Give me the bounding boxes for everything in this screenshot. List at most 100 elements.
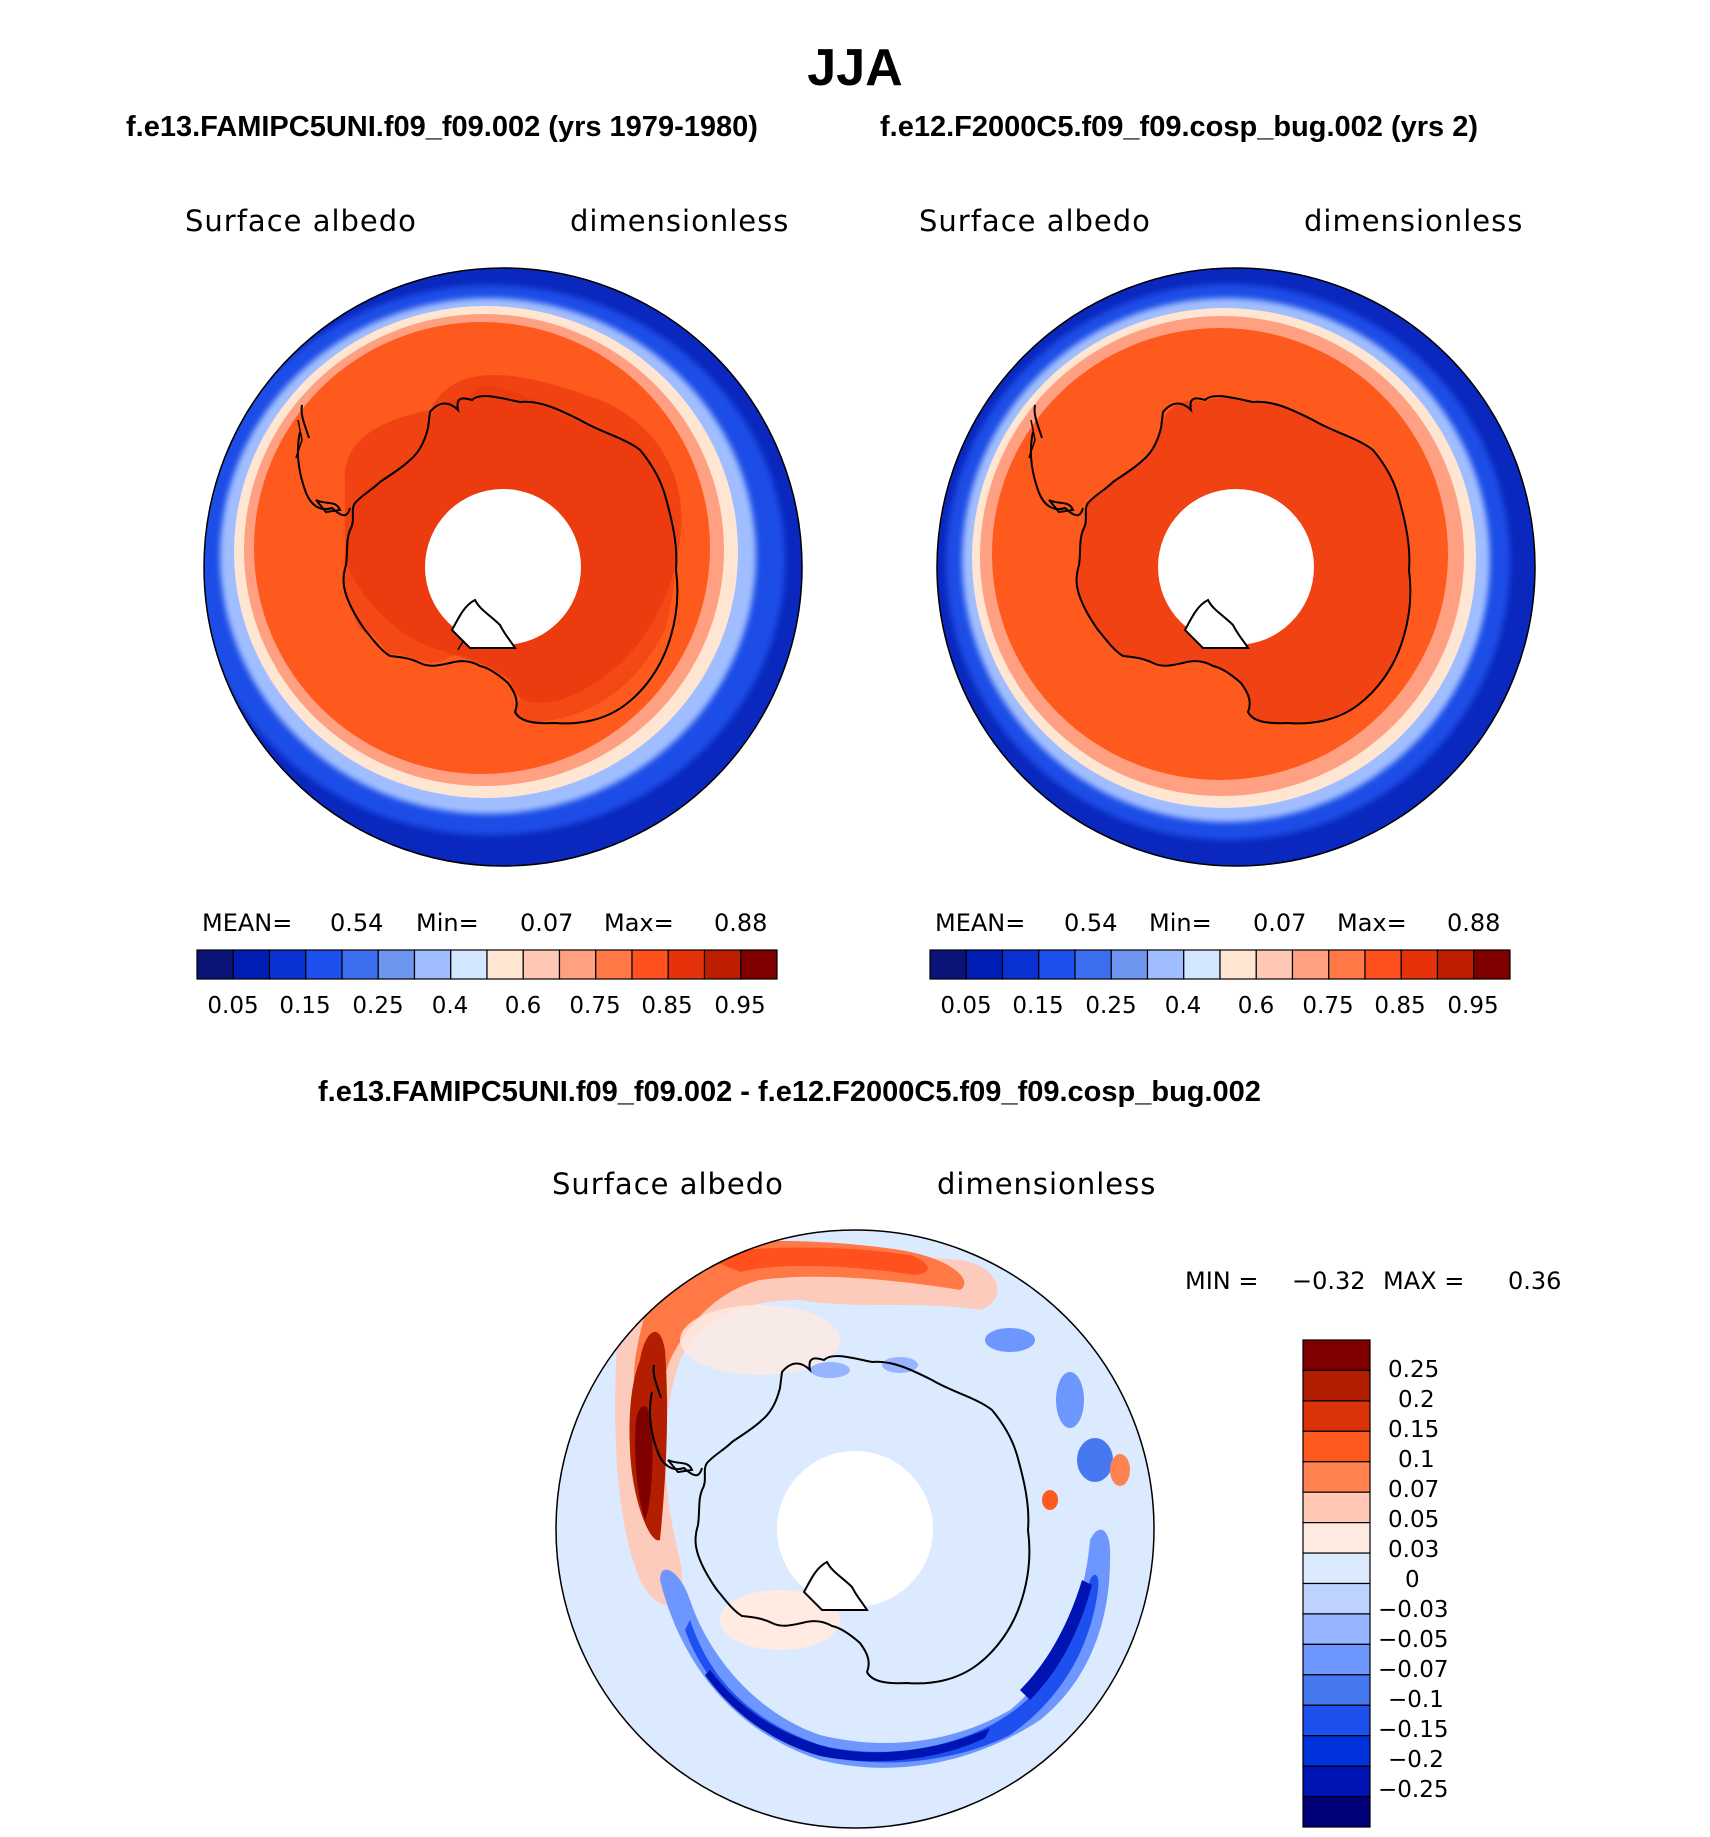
polar-map-right	[936, 267, 1536, 867]
polar-map-left	[203, 267, 803, 867]
min-label-left: Min=	[416, 909, 479, 937]
colorbar-swatch	[1302, 1430, 1371, 1463]
min-value-diff: −0.32	[1292, 1267, 1366, 1295]
variable-label-diff: Surface albedo	[552, 1167, 784, 1201]
colorbar-swatch	[1255, 949, 1294, 980]
colorbar-swatch	[1038, 949, 1076, 980]
colorbar-swatch	[522, 949, 561, 980]
max-label-left: Max=	[604, 909, 674, 937]
mean-value-left: 0.54	[330, 909, 384, 937]
max-label-diff: MAX =	[1383, 1267, 1465, 1295]
colorbar-right	[929, 949, 1511, 980]
cbar-diff-tick: −0.15	[1378, 1717, 1449, 1743]
colorbar-swatch	[558, 949, 597, 980]
cbar-left-tick: 0.25	[352, 993, 404, 1019]
cbar-diff-tick: 0.2	[1398, 1387, 1435, 1413]
colorbar-swatch	[1302, 1582, 1371, 1615]
colorbar-swatch	[1302, 1795, 1371, 1828]
cbar-left-tick: 0.75	[569, 993, 621, 1019]
colorbar-swatch	[1436, 949, 1475, 980]
cbar-left-tick: 0.4	[431, 993, 469, 1019]
cbar-diff-tick: 0.15	[1388, 1417, 1440, 1443]
min-value-right: 0.07	[1253, 909, 1307, 937]
cbar-diff-tick: −0.03	[1378, 1597, 1449, 1623]
cbar-left-tick: 0.95	[714, 993, 766, 1019]
colorbar-diff	[1302, 1339, 1371, 1828]
cbar-right-tick: 0.6	[1237, 993, 1275, 1019]
cbar-left-tick: 0.15	[279, 993, 331, 1019]
colorbar-swatch	[631, 949, 669, 980]
colorbar-swatch	[1302, 1552, 1371, 1585]
colorbar-swatch	[450, 949, 488, 980]
case-title-right: f.e12.F2000C5.f09_f09.cosp_bug.002 (yrs …	[880, 111, 1479, 143]
variable-label-right: Surface albedo	[919, 204, 1151, 238]
colorbar-swatch	[377, 949, 416, 980]
colorbar-swatch	[1001, 949, 1040, 980]
min-label-diff: MIN =	[1185, 1267, 1259, 1295]
colorbar-swatch	[965, 949, 1004, 980]
cbar-right-tick: 0.75	[1302, 993, 1354, 1019]
colorbar-swatch	[1364, 949, 1402, 980]
colorbar-swatch	[1473, 949, 1511, 980]
colorbar-swatch	[1400, 949, 1439, 980]
max-value-left: 0.88	[714, 909, 768, 937]
colorbar-swatch	[1328, 949, 1366, 980]
colorbar-swatch	[1183, 949, 1221, 980]
colorbar-left	[196, 949, 778, 980]
cbar-right-tick: 0.85	[1374, 993, 1426, 1019]
cbar-left-tick: 0.85	[641, 993, 693, 1019]
cbar-diff-tick: −0.05	[1378, 1627, 1449, 1653]
cbar-diff-tick: −0.1	[1388, 1687, 1444, 1713]
colorbar-swatch	[1302, 1400, 1371, 1432]
colorbar-swatch	[740, 949, 778, 980]
colorbar-swatch	[486, 949, 524, 980]
colorbar-swatch	[1302, 1643, 1371, 1676]
cbar-diff-tick: −0.07	[1378, 1657, 1449, 1683]
units-label-left: dimensionless	[570, 204, 790, 238]
mean-label-right: MEAN=	[935, 909, 1026, 937]
max-value-right: 0.88	[1447, 909, 1501, 937]
cbar-right-tick: 0.15	[1012, 993, 1064, 1019]
colorbar-swatch	[1302, 1461, 1371, 1493]
diff-title: f.e13.FAMIPC5UNI.f09_f09.002 - f.e12.F20…	[318, 1076, 1261, 1108]
colorbar-swatch	[1302, 1522, 1371, 1554]
colorbar-swatch	[1302, 1674, 1371, 1706]
cbar-diff-tick: −0.2	[1388, 1747, 1444, 1773]
cbar-diff-tick: 0.25	[1388, 1357, 1440, 1383]
mean-label-left: MEAN=	[202, 909, 293, 937]
cbar-diff-tick: 0.05	[1388, 1507, 1440, 1533]
colorbar-swatch	[929, 949, 967, 980]
max-value-diff: 0.36	[1508, 1267, 1562, 1295]
colorbar-swatch	[703, 949, 742, 980]
colorbar-swatch	[1302, 1735, 1371, 1767]
polar-map-diff	[555, 1229, 1155, 1829]
cbar-diff-tick: 0	[1405, 1567, 1420, 1593]
colorbar-swatch	[232, 949, 271, 980]
colorbar-swatch	[1302, 1613, 1371, 1645]
units-label-right: dimensionless	[1304, 204, 1524, 238]
colorbar-swatch	[413, 949, 452, 980]
min-value-left: 0.07	[520, 909, 574, 937]
variable-label-left: Surface albedo	[185, 204, 417, 238]
units-label-diff: dimensionless	[937, 1167, 1157, 1201]
colorbar-swatch	[1146, 949, 1185, 980]
max-label-right: Max=	[1337, 909, 1407, 937]
colorbar-swatch	[1302, 1369, 1371, 1402]
cbar-right-tick: 0.4	[1164, 993, 1202, 1019]
colorbar-swatch	[1302, 1339, 1371, 1372]
colorbar-swatch	[1219, 949, 1257, 980]
colorbar-swatch	[595, 949, 633, 980]
cbar-right-tick: 0.25	[1085, 993, 1137, 1019]
colorbar-swatch	[196, 949, 234, 980]
colorbar-swatch	[268, 949, 307, 980]
mean-value-right: 0.54	[1064, 909, 1118, 937]
colorbar-swatch	[1302, 1491, 1371, 1524]
colorbar-swatch	[1291, 949, 1330, 980]
min-label-right: Min=	[1149, 909, 1212, 937]
cbar-right-tick: 0.95	[1447, 993, 1499, 1019]
cbar-left-tick: 0.05	[207, 993, 259, 1019]
colorbar-swatch	[305, 949, 343, 980]
colorbar-swatch	[1074, 949, 1112, 980]
cbar-diff-tick: −0.25	[1378, 1777, 1449, 1803]
